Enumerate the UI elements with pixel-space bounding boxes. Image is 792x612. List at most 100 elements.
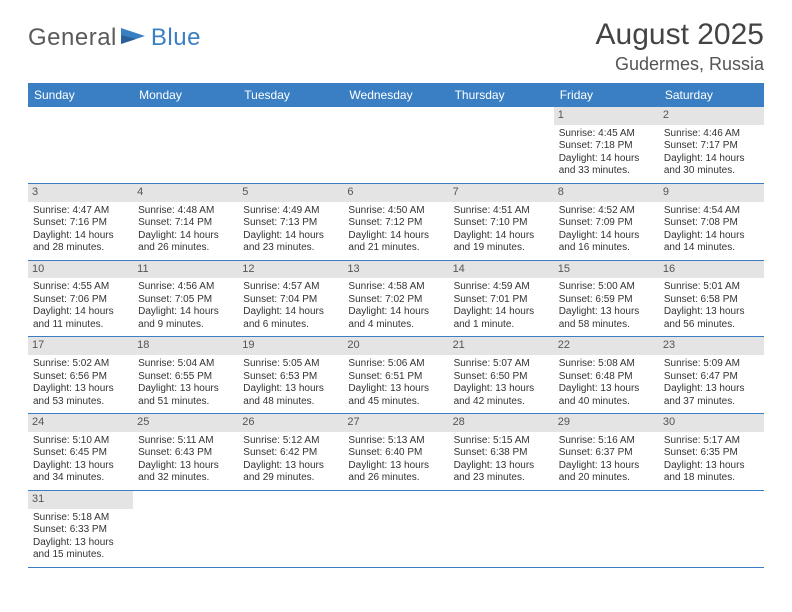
sunset-text: Sunset: 7:16 PM (33, 217, 128, 230)
day1-text: Daylight: 13 hours (559, 460, 654, 473)
day-cell: 28Sunrise: 5:15 AMSunset: 6:38 PMDayligh… (449, 414, 554, 491)
empty-cell (28, 107, 133, 183)
day-number: 2 (659, 107, 764, 125)
sunrise-text: Sunrise: 5:10 AM (33, 435, 128, 448)
day2-text: and 9 minutes. (138, 319, 233, 332)
day1-text: Daylight: 14 hours (243, 230, 338, 243)
day-cell: 23Sunrise: 5:09 AMSunset: 6:47 PMDayligh… (659, 337, 764, 414)
day2-text: and 15 minutes. (33, 549, 128, 562)
day2-text: and 58 minutes. (559, 319, 654, 332)
day2-text: and 33 minutes. (559, 165, 654, 178)
day2-text: and 26 minutes. (138, 242, 233, 255)
sunset-text: Sunset: 6:48 PM (559, 371, 654, 384)
sunset-text: Sunset: 7:04 PM (243, 294, 338, 307)
sunset-text: Sunset: 6:55 PM (138, 371, 233, 384)
day-cell: 20Sunrise: 5:06 AMSunset: 6:51 PMDayligh… (343, 337, 448, 414)
sunrise-text: Sunrise: 4:49 AM (243, 205, 338, 218)
day2-text: and 21 minutes. (348, 242, 443, 255)
day-cell: 11Sunrise: 4:56 AMSunset: 7:05 PMDayligh… (133, 260, 238, 337)
day1-text: Daylight: 13 hours (348, 460, 443, 473)
sunset-text: Sunset: 7:12 PM (348, 217, 443, 230)
empty-cell (659, 490, 764, 567)
day-number: 29 (554, 414, 659, 432)
day-number: 9 (659, 184, 764, 202)
sunset-text: Sunset: 7:05 PM (138, 294, 233, 307)
day1-text: Daylight: 14 hours (243, 306, 338, 319)
sunrise-text: Sunrise: 5:08 AM (559, 358, 654, 371)
day2-text: and 23 minutes. (454, 472, 549, 485)
day2-text: and 30 minutes. (664, 165, 759, 178)
day-number: 16 (659, 261, 764, 279)
weekday-header: Thursday (449, 83, 554, 107)
sunset-text: Sunset: 7:06 PM (33, 294, 128, 307)
day2-text: and 51 minutes. (138, 396, 233, 409)
calendar-row: 10Sunrise: 4:55 AMSunset: 7:06 PMDayligh… (28, 260, 764, 337)
sunset-text: Sunset: 6:59 PM (559, 294, 654, 307)
sunrise-text: Sunrise: 4:52 AM (559, 205, 654, 218)
weekday-header-row: Sunday Monday Tuesday Wednesday Thursday… (28, 83, 764, 107)
day1-text: Daylight: 13 hours (138, 460, 233, 473)
day-number: 17 (28, 337, 133, 355)
day1-text: Daylight: 13 hours (33, 460, 128, 473)
day-number: 6 (343, 184, 448, 202)
sunset-text: Sunset: 7:18 PM (559, 140, 654, 153)
day1-text: Daylight: 13 hours (348, 383, 443, 396)
day-cell: 5Sunrise: 4:49 AMSunset: 7:13 PMDaylight… (238, 183, 343, 260)
day1-text: Daylight: 14 hours (664, 153, 759, 166)
empty-cell (133, 490, 238, 567)
day-number: 12 (238, 261, 343, 279)
day2-text: and 23 minutes. (243, 242, 338, 255)
day-number: 22 (554, 337, 659, 355)
sunrise-text: Sunrise: 4:51 AM (454, 205, 549, 218)
sunrise-text: Sunrise: 4:58 AM (348, 281, 443, 294)
sunset-text: Sunset: 6:47 PM (664, 371, 759, 384)
sunset-text: Sunset: 6:56 PM (33, 371, 128, 384)
sunrise-text: Sunrise: 5:12 AM (243, 435, 338, 448)
day1-text: Daylight: 13 hours (559, 306, 654, 319)
day-number: 24 (28, 414, 133, 432)
sunset-text: Sunset: 6:38 PM (454, 447, 549, 460)
weekday-header: Wednesday (343, 83, 448, 107)
calendar-row: 31Sunrise: 5:18 AMSunset: 6:33 PMDayligh… (28, 490, 764, 567)
sunset-text: Sunset: 6:37 PM (559, 447, 654, 460)
sunrise-text: Sunrise: 4:45 AM (559, 128, 654, 141)
day1-text: Daylight: 13 hours (243, 460, 338, 473)
day1-text: Daylight: 14 hours (664, 230, 759, 243)
weekday-header: Tuesday (238, 83, 343, 107)
weekday-header: Friday (554, 83, 659, 107)
day2-text: and 28 minutes. (33, 242, 128, 255)
day-number: 5 (238, 184, 343, 202)
day1-text: Daylight: 13 hours (664, 460, 759, 473)
empty-cell (238, 490, 343, 567)
day-cell: 12Sunrise: 4:57 AMSunset: 7:04 PMDayligh… (238, 260, 343, 337)
day-cell: 27Sunrise: 5:13 AMSunset: 6:40 PMDayligh… (343, 414, 448, 491)
day-number: 28 (449, 414, 554, 432)
sunset-text: Sunset: 6:43 PM (138, 447, 233, 460)
day-cell: 22Sunrise: 5:08 AMSunset: 6:48 PMDayligh… (554, 337, 659, 414)
day-number: 18 (133, 337, 238, 355)
day2-text: and 26 minutes. (348, 472, 443, 485)
day-cell: 10Sunrise: 4:55 AMSunset: 7:06 PMDayligh… (28, 260, 133, 337)
sunrise-text: Sunrise: 5:06 AM (348, 358, 443, 371)
day-cell: 3Sunrise: 4:47 AMSunset: 7:16 PMDaylight… (28, 183, 133, 260)
day1-text: Daylight: 14 hours (559, 230, 654, 243)
day-number: 10 (28, 261, 133, 279)
day-cell: 2Sunrise: 4:46 AMSunset: 7:17 PMDaylight… (659, 107, 764, 183)
day2-text: and 11 minutes. (33, 319, 128, 332)
day1-text: Daylight: 14 hours (454, 306, 549, 319)
day-number: 7 (449, 184, 554, 202)
empty-cell (449, 107, 554, 183)
day2-text: and 20 minutes. (559, 472, 654, 485)
empty-cell (238, 107, 343, 183)
day2-text: and 40 minutes. (559, 396, 654, 409)
day-number: 4 (133, 184, 238, 202)
day2-text: and 4 minutes. (348, 319, 443, 332)
sunset-text: Sunset: 6:42 PM (243, 447, 338, 460)
day1-text: Daylight: 14 hours (33, 230, 128, 243)
flag-icon (121, 26, 147, 51)
day2-text: and 14 minutes. (664, 242, 759, 255)
sunset-text: Sunset: 6:51 PM (348, 371, 443, 384)
day-number: 11 (133, 261, 238, 279)
day1-text: Daylight: 13 hours (454, 460, 549, 473)
sunrise-text: Sunrise: 5:05 AM (243, 358, 338, 371)
